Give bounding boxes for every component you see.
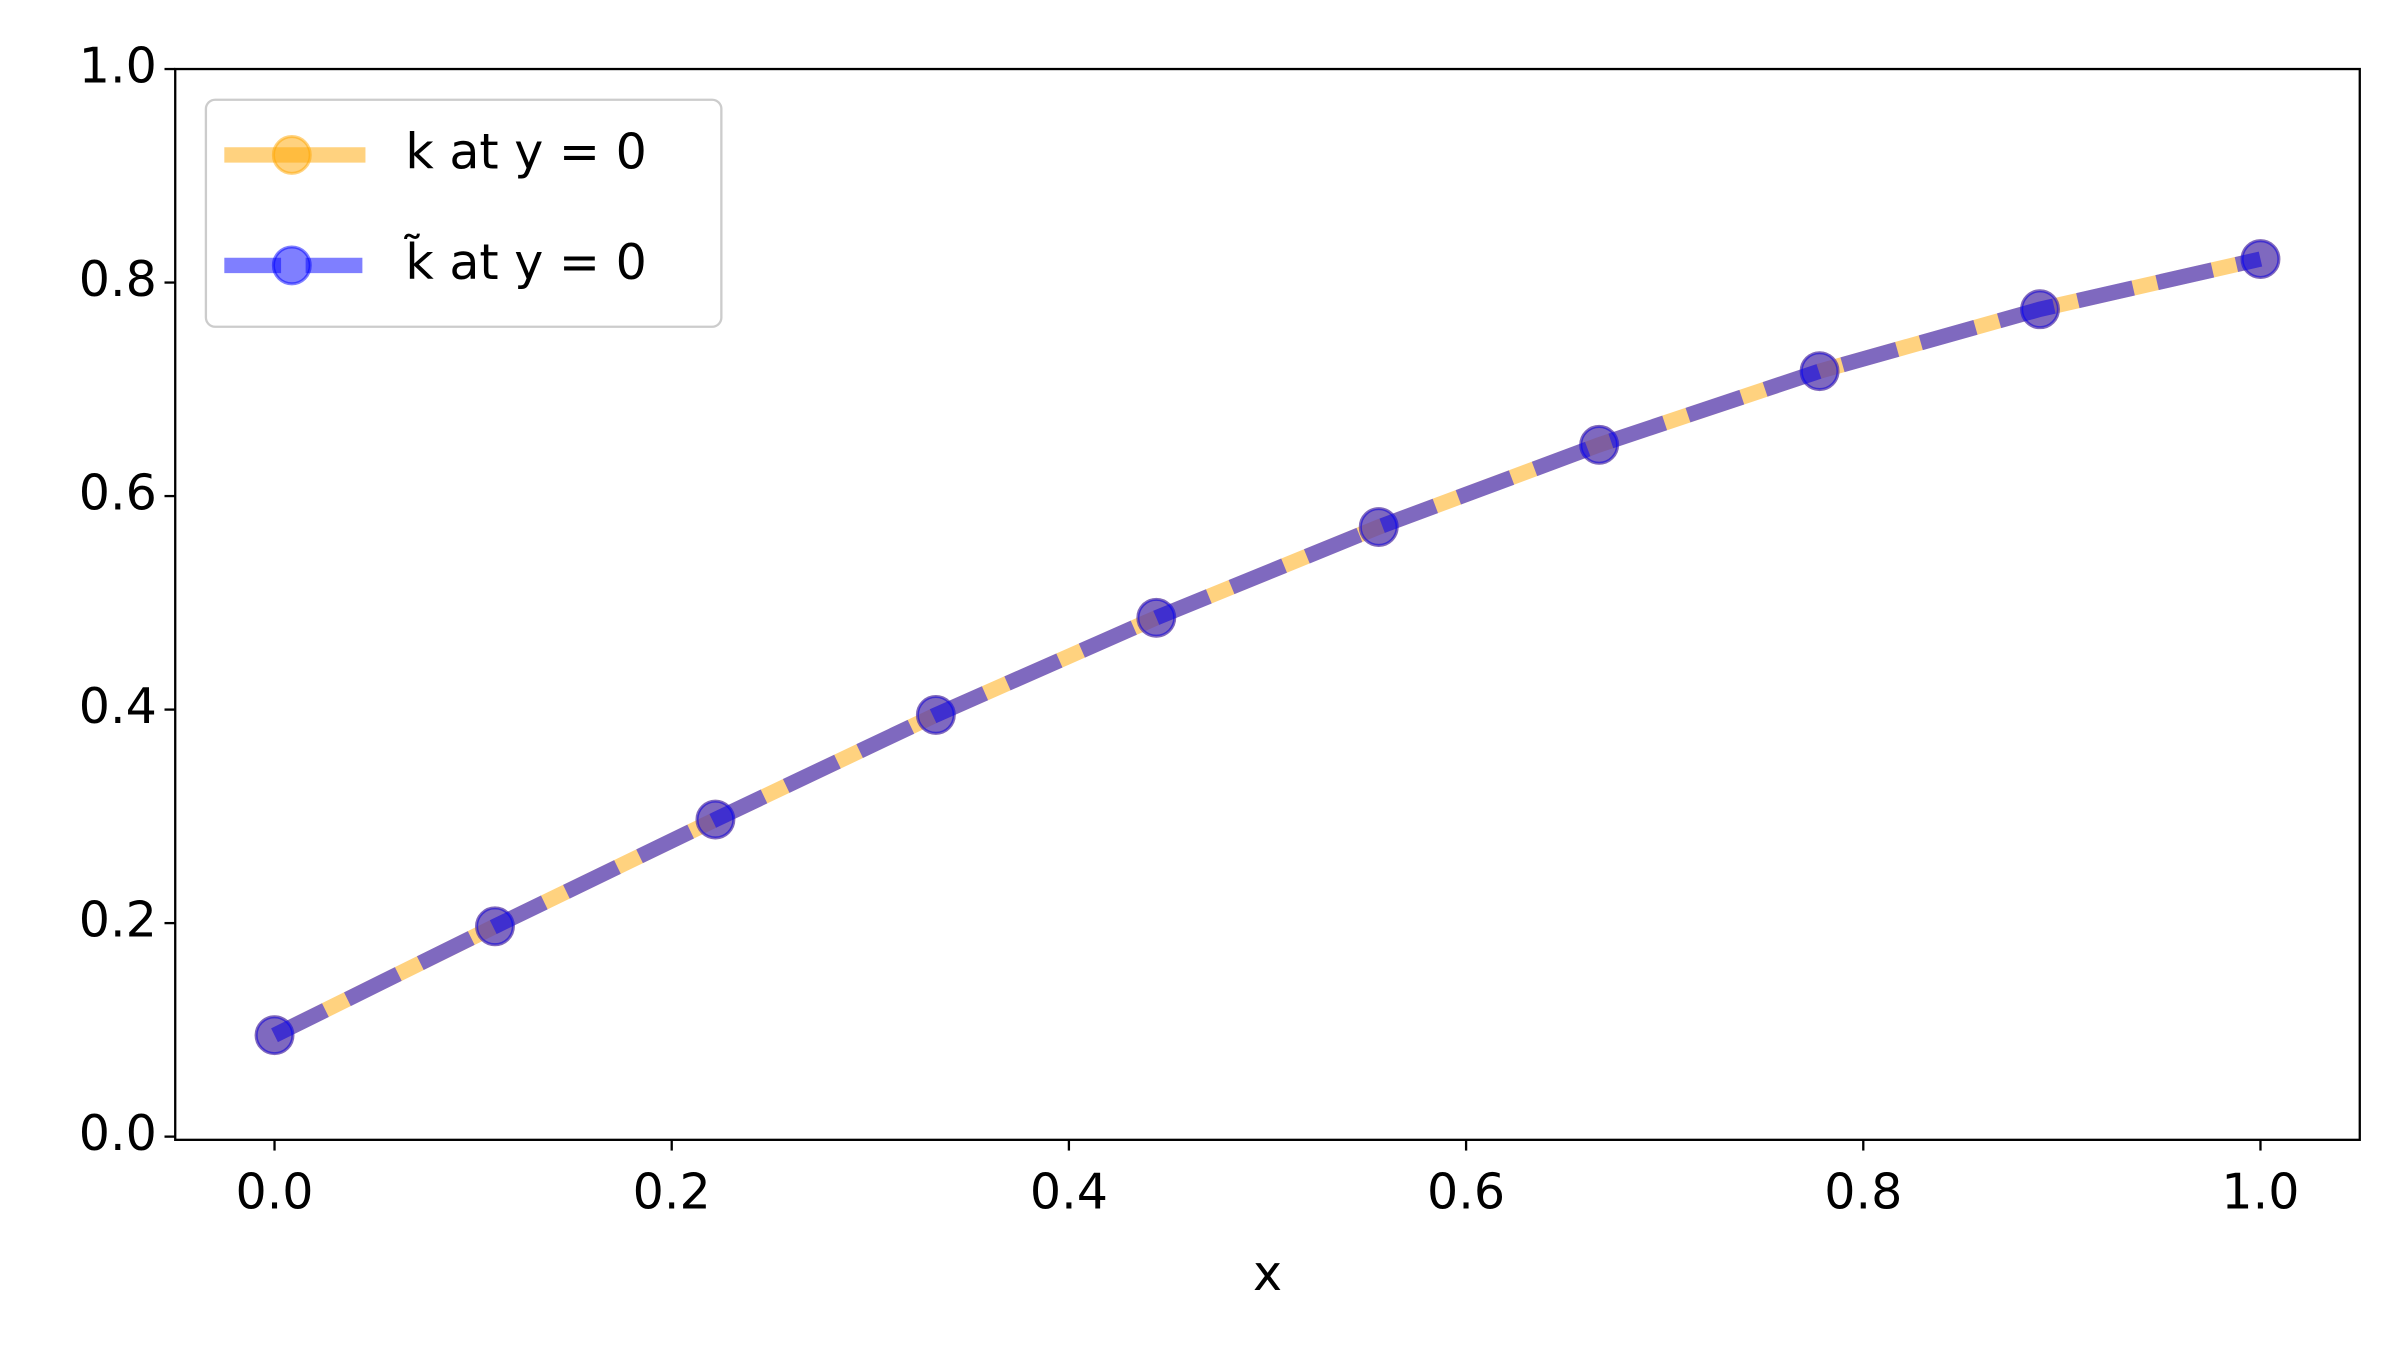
x-tick-label: 0.4 <box>1030 1163 1108 1221</box>
legend-label: k̃ at y = 0 <box>403 233 647 291</box>
point <box>695 799 736 840</box>
y-tick-label: 0.2 <box>79 891 157 949</box>
legend-marker <box>271 135 312 175</box>
point <box>475 906 515 947</box>
point <box>1358 507 1399 547</box>
point <box>915 694 956 735</box>
point <box>2240 239 2281 280</box>
y-tick-label: 1.0 <box>79 37 157 95</box>
y-tick-label: 0.0 <box>79 1104 157 1162</box>
point <box>2020 289 2060 330</box>
series-line <box>271 251 2263 1043</box>
y-tick-label: 0.6 <box>79 464 157 522</box>
point <box>1799 351 1840 392</box>
point <box>1136 597 1177 638</box>
legend-label: k at y = 0 <box>405 122 647 180</box>
series-line <box>271 251 2263 1043</box>
y-tick-label: 0.4 <box>79 677 157 735</box>
point <box>254 1015 295 1056</box>
x-tick-label: 1.0 <box>2221 1163 2299 1221</box>
plot-frame <box>174 67 2361 1141</box>
x-tick-label: 0.8 <box>1824 1163 1902 1221</box>
x-tick-label: 0.6 <box>1427 1163 1505 1221</box>
x-tick-label: 0.2 <box>633 1163 711 1221</box>
y-tick-label: 0.8 <box>79 250 157 308</box>
x-axis-label: x <box>1253 1244 1282 1302</box>
x-tick-label: 0.0 <box>235 1163 313 1221</box>
legend-marker <box>271 245 312 286</box>
point <box>1579 424 1620 465</box>
legend: k at y = 0 k̃ at y = 0 <box>204 98 723 328</box>
